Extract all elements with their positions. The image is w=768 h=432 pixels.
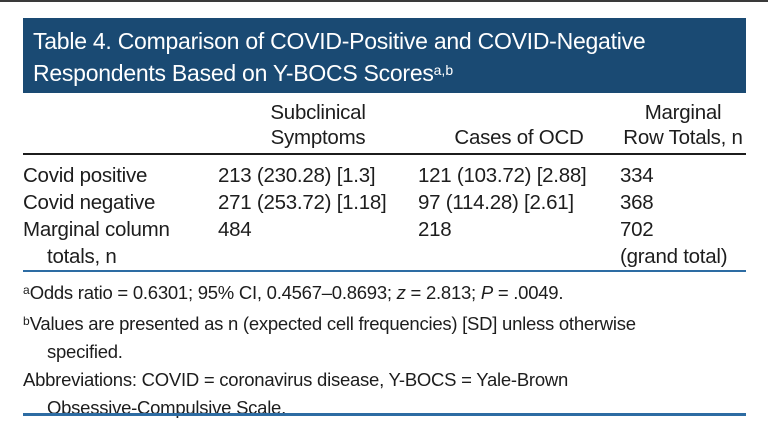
row-label: Covid positive xyxy=(23,164,148,187)
row-total-value: 368 xyxy=(620,191,654,214)
row-label: Covid negative xyxy=(23,191,156,214)
subclinical-value: 271 (253.72) [1.18] xyxy=(218,191,387,214)
footnotes: aOdds ratio = 0.6301; 95% CI, 0.4567–0.8… xyxy=(23,276,746,422)
ocd-value: 97 (114.28) [2.61] xyxy=(418,191,574,214)
title-footnote-markers: a,b xyxy=(433,62,454,78)
table-header-row: Subclinical Symptoms Cases of OCD Margin… xyxy=(23,99,746,155)
footnote-b-marker: b xyxy=(23,314,30,328)
top-border-line xyxy=(0,0,768,2)
row-label: Marginal column totals, n xyxy=(23,218,170,268)
row-total-value: 334 xyxy=(620,164,654,187)
column-header-subclinical-symptoms: Subclinical Symptoms xyxy=(270,101,366,149)
footnote-a-marker: a xyxy=(23,283,30,297)
column-header-marginal-row-totals: Marginal Row Totals, n xyxy=(623,101,743,149)
footnote-b-line1: bValues are presented as n (expected cel… xyxy=(23,313,636,334)
ocd-total-value: 218 xyxy=(418,218,452,241)
ocd-value: 121 (103.72) [2.88] xyxy=(418,164,587,187)
footnote-b-line2: specified. xyxy=(47,341,123,362)
subclinical-value: 213 (230.28) [1.3] xyxy=(218,164,376,187)
table-row-covid-positive: Covid positive 213 (230.28) [1.3] 121 (1… xyxy=(23,162,746,189)
table-row-marginal-column-totals: Marginal column totals, n 484 218 702 (g… xyxy=(23,216,746,270)
table-title-bar: Table 4. Comparison of COVID-Positive an… xyxy=(23,18,746,93)
data-table: Subclinical Symptoms Cases of OCD Margin… xyxy=(23,99,746,272)
bottom-rule-line xyxy=(23,413,746,416)
table-title-line2: Respondents Based on Y-BOCS Scoresa,b xyxy=(33,60,454,86)
grand-total-value: 702 (grand total) xyxy=(620,218,728,268)
table-row-covid-negative: Covid negative 271 (253.72) [1.18] 97 (1… xyxy=(23,189,746,216)
abbreviations-line2: Obsessive-Compulsive Scale. xyxy=(47,397,286,418)
table-title-line1: Table 4. Comparison of COVID-Positive an… xyxy=(33,28,646,54)
z-statistic: z xyxy=(396,282,406,303)
table-body: Covid positive 213 (230.28) [1.3] 121 (1… xyxy=(23,155,746,272)
abbreviations-line1: Abbreviations: COVID = coronavirus disea… xyxy=(23,369,569,390)
subclinical-total-value: 484 xyxy=(218,218,252,241)
p-value-label: P xyxy=(480,282,493,303)
footnote-a: aOdds ratio = 0.6301; 95% CI, 0.4567–0.8… xyxy=(23,282,564,303)
column-header-cases-of-ocd: Cases of OCD xyxy=(454,126,584,149)
